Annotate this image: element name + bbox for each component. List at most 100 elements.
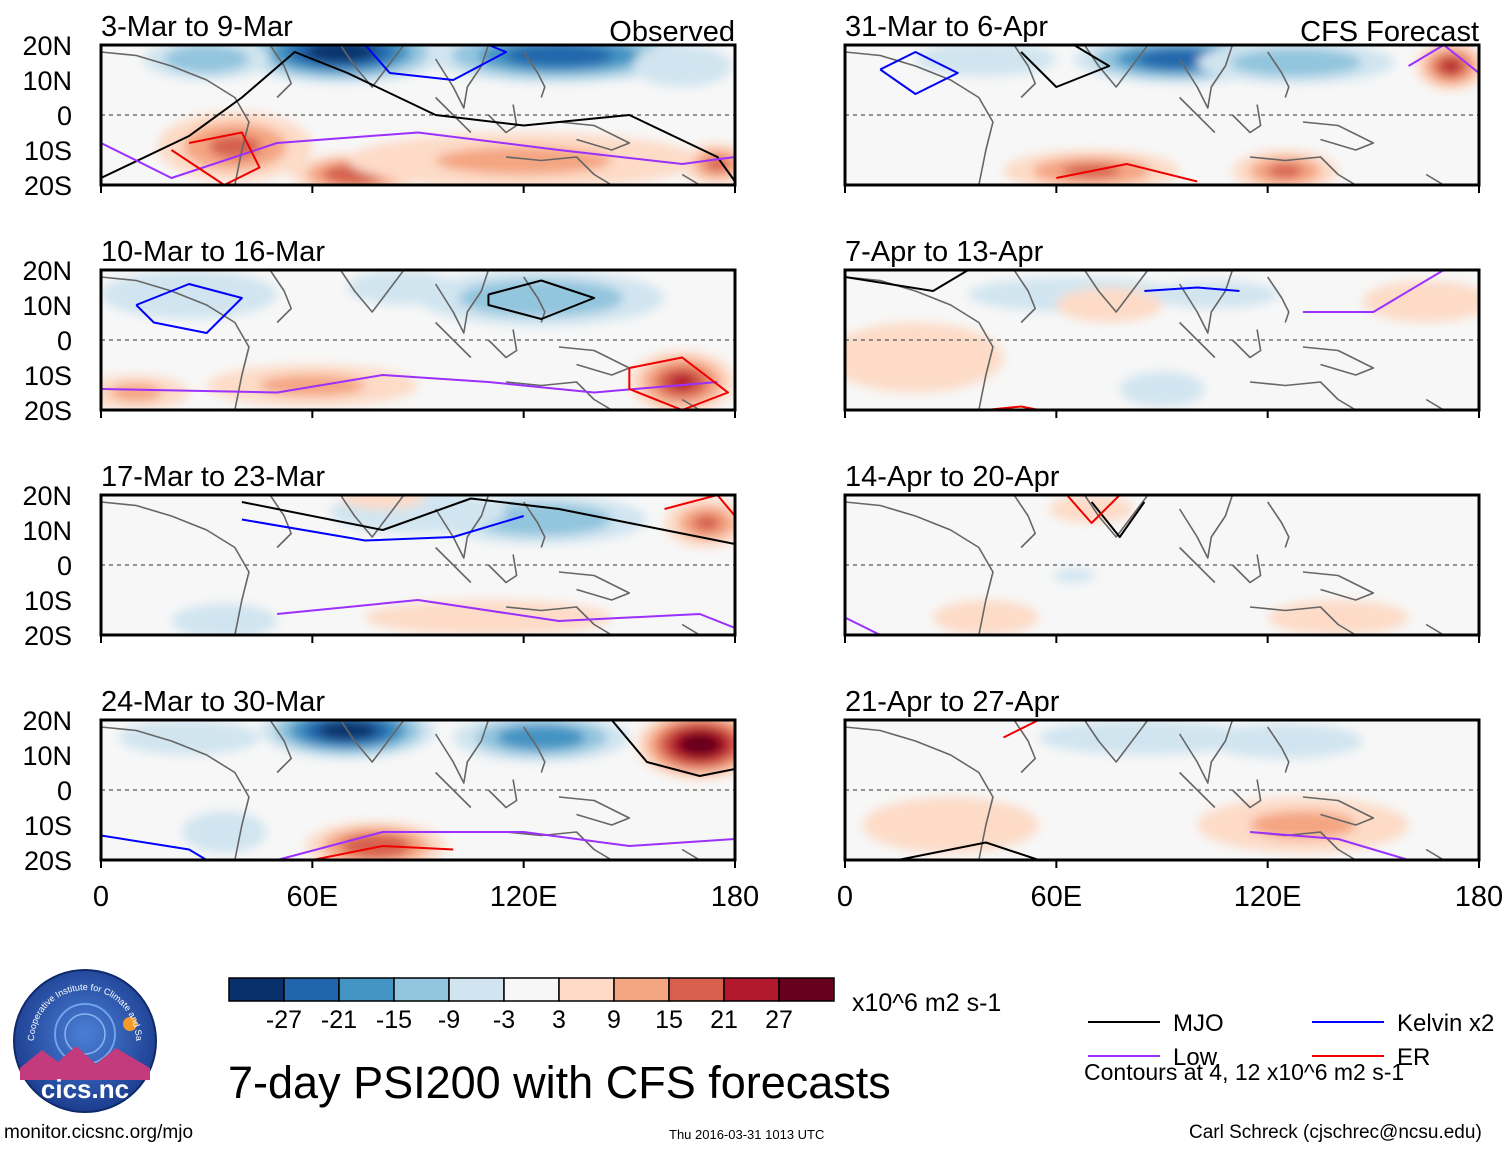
- colorbar-tick-label: 21: [710, 1006, 738, 1034]
- coastline: [558, 796, 631, 826]
- lat-tick-label: 20S: [24, 621, 72, 651]
- lon-tick-label: 180: [1455, 881, 1503, 913]
- anomaly-blob: [862, 797, 1039, 853]
- legend-label: MJO: [1173, 1010, 1224, 1037]
- coastline: [1083, 45, 1149, 88]
- panel-plot-area: [101, 495, 735, 635]
- contour-mjo: [610, 720, 735, 777]
- anomaly-blob: [632, 45, 732, 87]
- contour-er: [1056, 163, 1198, 183]
- colorbar-swatch: [283, 977, 340, 1002]
- anomaly-blob: [519, 731, 564, 744]
- panel-frame: [843, 268, 1481, 412]
- lat-tick-label: 20N: [22, 256, 72, 286]
- colorbar-tick-label: -21: [321, 1006, 357, 1034]
- cics-logo: Cooperative Institute for Climate and Sa…: [12, 968, 157, 1113]
- anomaly-blob: [305, 45, 376, 63]
- panel-plot-area: [101, 270, 735, 410]
- contour-er: [312, 845, 454, 860]
- coastline: [1013, 720, 1036, 774]
- coastline: [505, 831, 613, 860]
- coastline: [1302, 571, 1375, 601]
- anomaly-shading: [845, 277, 1479, 407]
- coastline: [1425, 398, 1445, 410]
- coastline: [1179, 321, 1216, 359]
- coastline: [487, 104, 518, 134]
- contour-low: [1249, 831, 1409, 860]
- coastline: [101, 726, 250, 860]
- coastline: [339, 45, 405, 88]
- coastline: [435, 96, 472, 134]
- map-panel: 17-Mar to 23-Mar: [99, 461, 737, 643]
- panel-tag-label: Observed: [609, 16, 735, 48]
- coastline: [487, 779, 518, 809]
- coastline: [845, 501, 994, 635]
- coastline: [1267, 276, 1290, 323]
- coastline: [1083, 720, 1149, 763]
- contour-kelvin-x2: [101, 834, 208, 860]
- anomaly-blob: [1267, 600, 1409, 635]
- coastline: [523, 501, 546, 548]
- contour-kelvin-x2: [879, 51, 959, 95]
- lat-tick-label: 10S: [24, 811, 72, 841]
- coastline: [434, 495, 490, 559]
- logo-inner-ring: [64, 1013, 106, 1055]
- panel-period-label: 14-Apr to 20-Apr: [845, 461, 1060, 493]
- colorbar-swatch: [338, 977, 395, 1002]
- anomaly-blob: [1246, 732, 1325, 750]
- coastline: [1179, 771, 1216, 809]
- anomaly-blob: [506, 511, 577, 528]
- panel-frame: [99, 718, 737, 862]
- anomaly-blob: [845, 322, 1004, 393]
- lat-tick-label: 10N: [22, 741, 72, 771]
- coastline: [1425, 623, 1445, 635]
- coastline: [339, 495, 405, 538]
- figure-title: 7-day PSI200 with CFS forecasts: [228, 1057, 891, 1108]
- coastline: [681, 623, 701, 635]
- lat-tick-label: 10N: [22, 291, 72, 321]
- lon-tick-label: 60E: [287, 881, 339, 913]
- contour-mjo: [241, 497, 735, 545]
- colorbar-swatch: [558, 977, 615, 1002]
- coastline: [1178, 495, 1234, 559]
- coastline: [1178, 720, 1234, 784]
- panel-plot-area: [845, 270, 1479, 410]
- panel-period-label: 3-Mar to 9-Mar: [101, 11, 293, 43]
- lat-tick-label: 10S: [24, 586, 72, 616]
- coastline: [1302, 346, 1375, 376]
- anomaly-blob: [153, 728, 225, 747]
- coastline: [558, 121, 631, 151]
- contour-low: [277, 599, 735, 629]
- contour-mjo: [487, 279, 596, 320]
- lat-tick-label: 10N: [22, 66, 72, 96]
- colorbar-swatch: [723, 977, 780, 1002]
- lon-tick-label: 120E: [1234, 881, 1302, 913]
- coastline: [845, 51, 994, 185]
- coastline: [505, 381, 613, 410]
- colorbar-tick-label: 9: [607, 1006, 621, 1034]
- anomaly-blob: [1250, 811, 1356, 839]
- coastline: [1249, 156, 1357, 185]
- contours-note: Contours at 4, 12 x10^6 m2 s-1: [1084, 1059, 1405, 1085]
- colorbar-tick-label: 27: [765, 1006, 793, 1034]
- coastline: [1267, 726, 1290, 773]
- colorbar-units: x10^6 m2 s-1: [852, 989, 1002, 1017]
- panel-frame: [843, 493, 1481, 637]
- coastline: [1231, 329, 1262, 359]
- colorbar-swatch: [503, 977, 560, 1002]
- axes-group: 20N 10N 0 10S 20S 20N 10N 0 10S 20S 20N 10N 0 10S 20S 2…: [22, 31, 1503, 913]
- coastline: [505, 156, 613, 185]
- coastline: [339, 270, 405, 313]
- contour-er: [628, 356, 729, 410]
- anomaly-blob: [435, 146, 612, 175]
- anomaly-blob: [182, 811, 267, 853]
- panel-frame: [99, 493, 737, 637]
- anomaly-shading: [171, 495, 735, 635]
- lat-tick-label: 0: [57, 326, 72, 356]
- anomaly-blob: [1362, 280, 1479, 323]
- panel-period-label: 24-Mar to 30-Mar: [101, 686, 325, 718]
- coastline: [1083, 495, 1149, 538]
- anomaly-blob: [145, 282, 234, 307]
- coastline: [339, 720, 405, 763]
- coastline: [1013, 495, 1036, 549]
